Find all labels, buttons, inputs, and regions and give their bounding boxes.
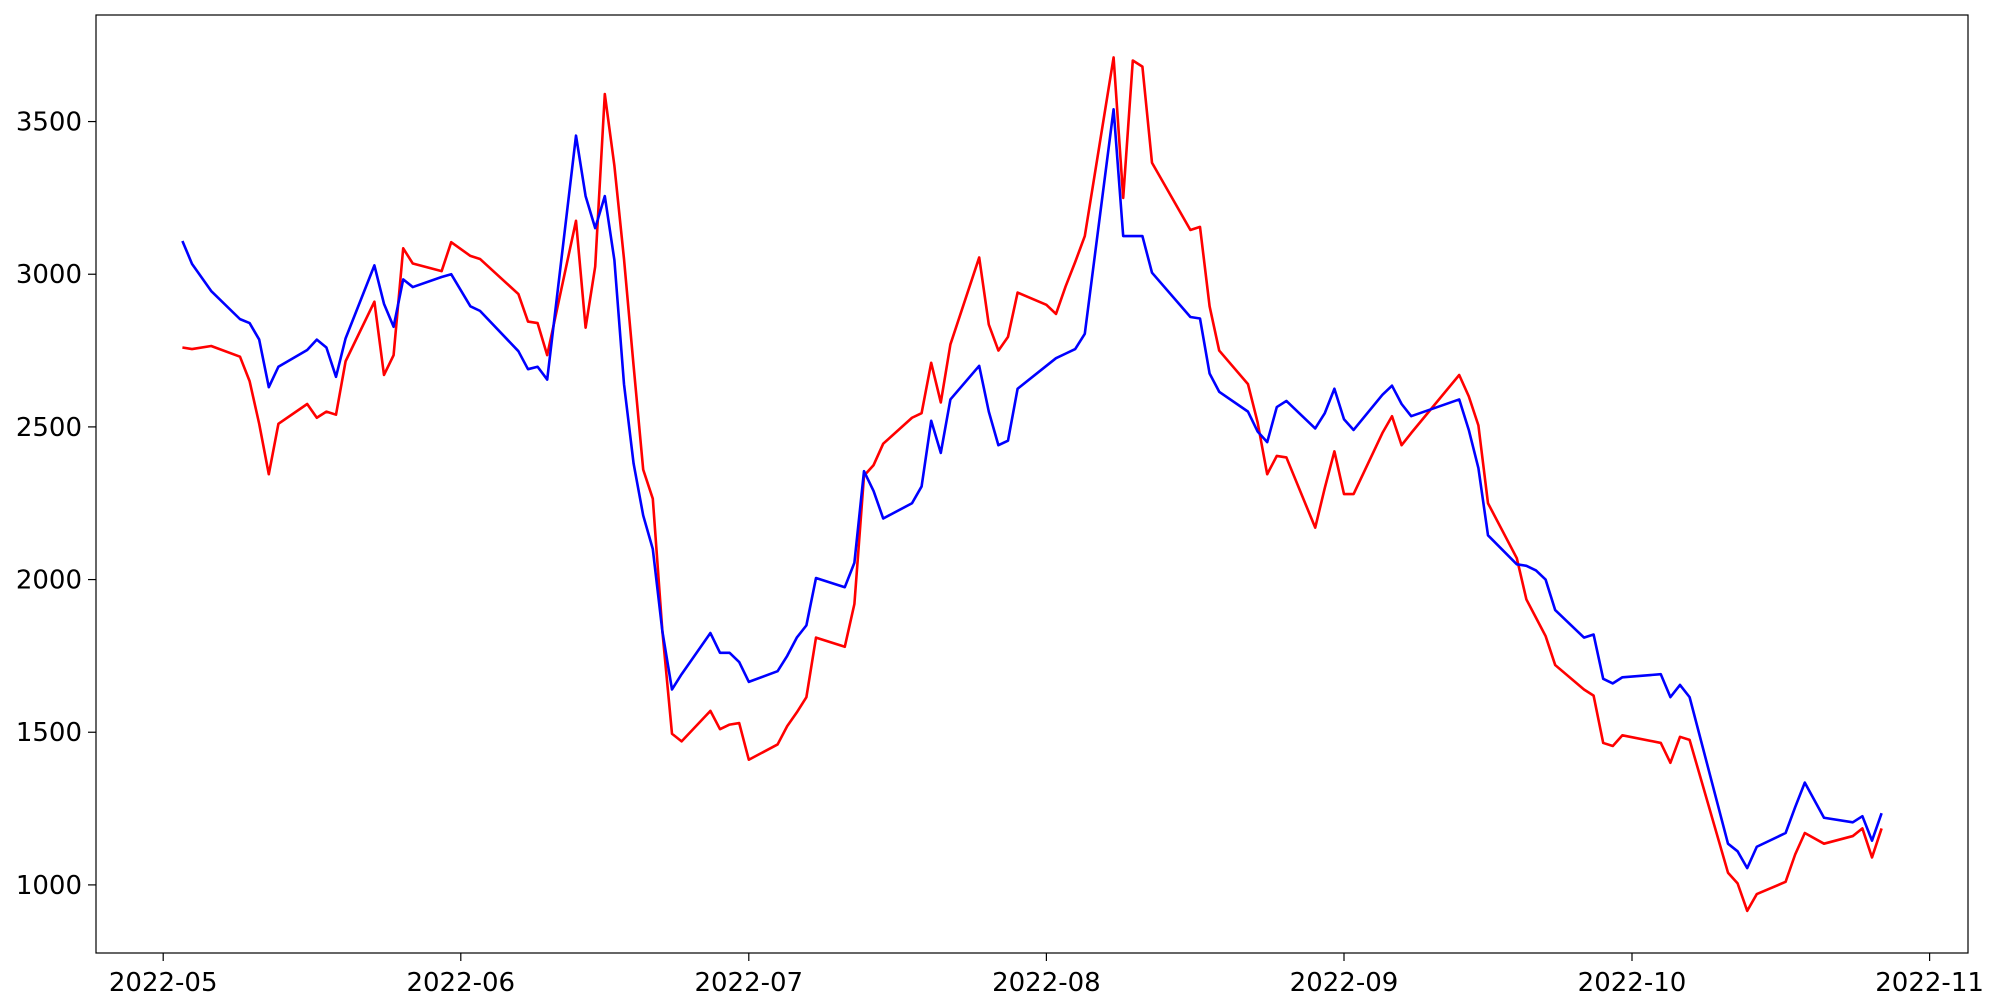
series-line <box>182 56 1883 913</box>
x-tick-label: 2022-09 <box>1290 968 1399 998</box>
y-tick-label: 3500 <box>16 108 82 138</box>
x-tick-label: 2022-07 <box>694 968 803 998</box>
x-tick-label: 2022-05 <box>109 968 218 998</box>
x-tick-label: 2022-11 <box>1875 968 1984 998</box>
y-tick-label: 1500 <box>16 718 82 748</box>
x-tick-label: 2022-06 <box>406 968 515 998</box>
x-tick-label: 2022-10 <box>1578 968 1687 998</box>
y-tick-label: 2500 <box>16 413 82 443</box>
series-line <box>181 108 1883 870</box>
y-tick-label: 3000 <box>16 260 82 290</box>
x-tick-label: 2022-08 <box>992 968 1101 998</box>
plot-frame <box>95 14 1969 954</box>
y-tick-label: 1000 <box>16 871 82 901</box>
y-tick-label: 2000 <box>16 566 82 596</box>
